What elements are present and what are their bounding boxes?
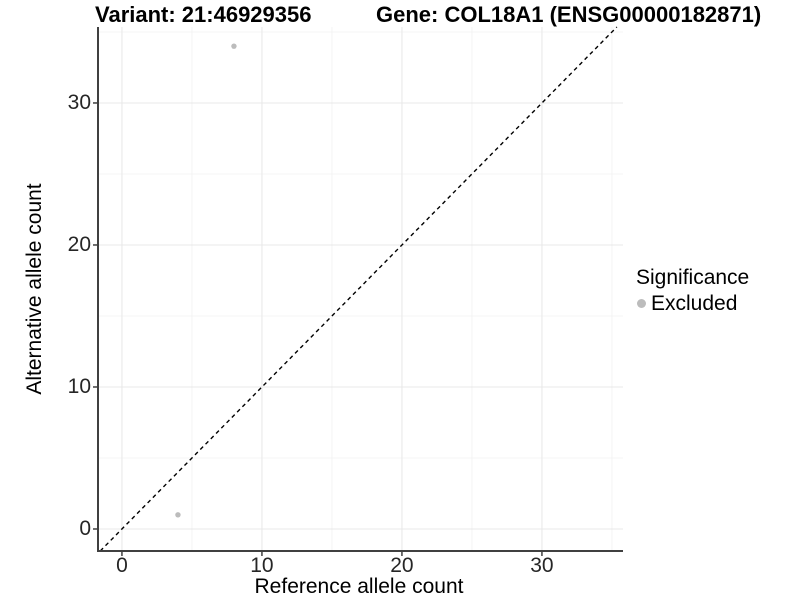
y-axis-title: Alternative allele count [23, 183, 46, 395]
x-tick-label: 10 [250, 554, 274, 577]
y-tick-label: 10 [67, 375, 91, 399]
gene-title: Gene: COL18A1 (ENSG00000182871) [376, 2, 762, 27]
variant-title: Variant: 21:46929356 [95, 2, 312, 27]
data-point [175, 512, 181, 518]
identity-dashed-line [99, 26, 618, 552]
plot-panel [93, 26, 623, 556]
y-tick-label: 30 [67, 91, 91, 115]
legend: Significance Excluded [636, 266, 749, 315]
y-tick-label: 0 [79, 517, 91, 541]
x-tick-label: 20 [390, 554, 414, 577]
data-point [231, 43, 237, 49]
legend-title: Significance [636, 266, 750, 289]
legend-item-excluded: Excluded [636, 292, 749, 315]
y-tick-label: 20 [67, 233, 91, 257]
x-tick-label: 0 [116, 554, 128, 577]
x-tick-label: 30 [530, 554, 554, 577]
x-axis-title: Reference allele count [254, 575, 464, 598]
legend-item-label: Excluded [651, 292, 738, 315]
excluded-point-icon [637, 299, 646, 308]
